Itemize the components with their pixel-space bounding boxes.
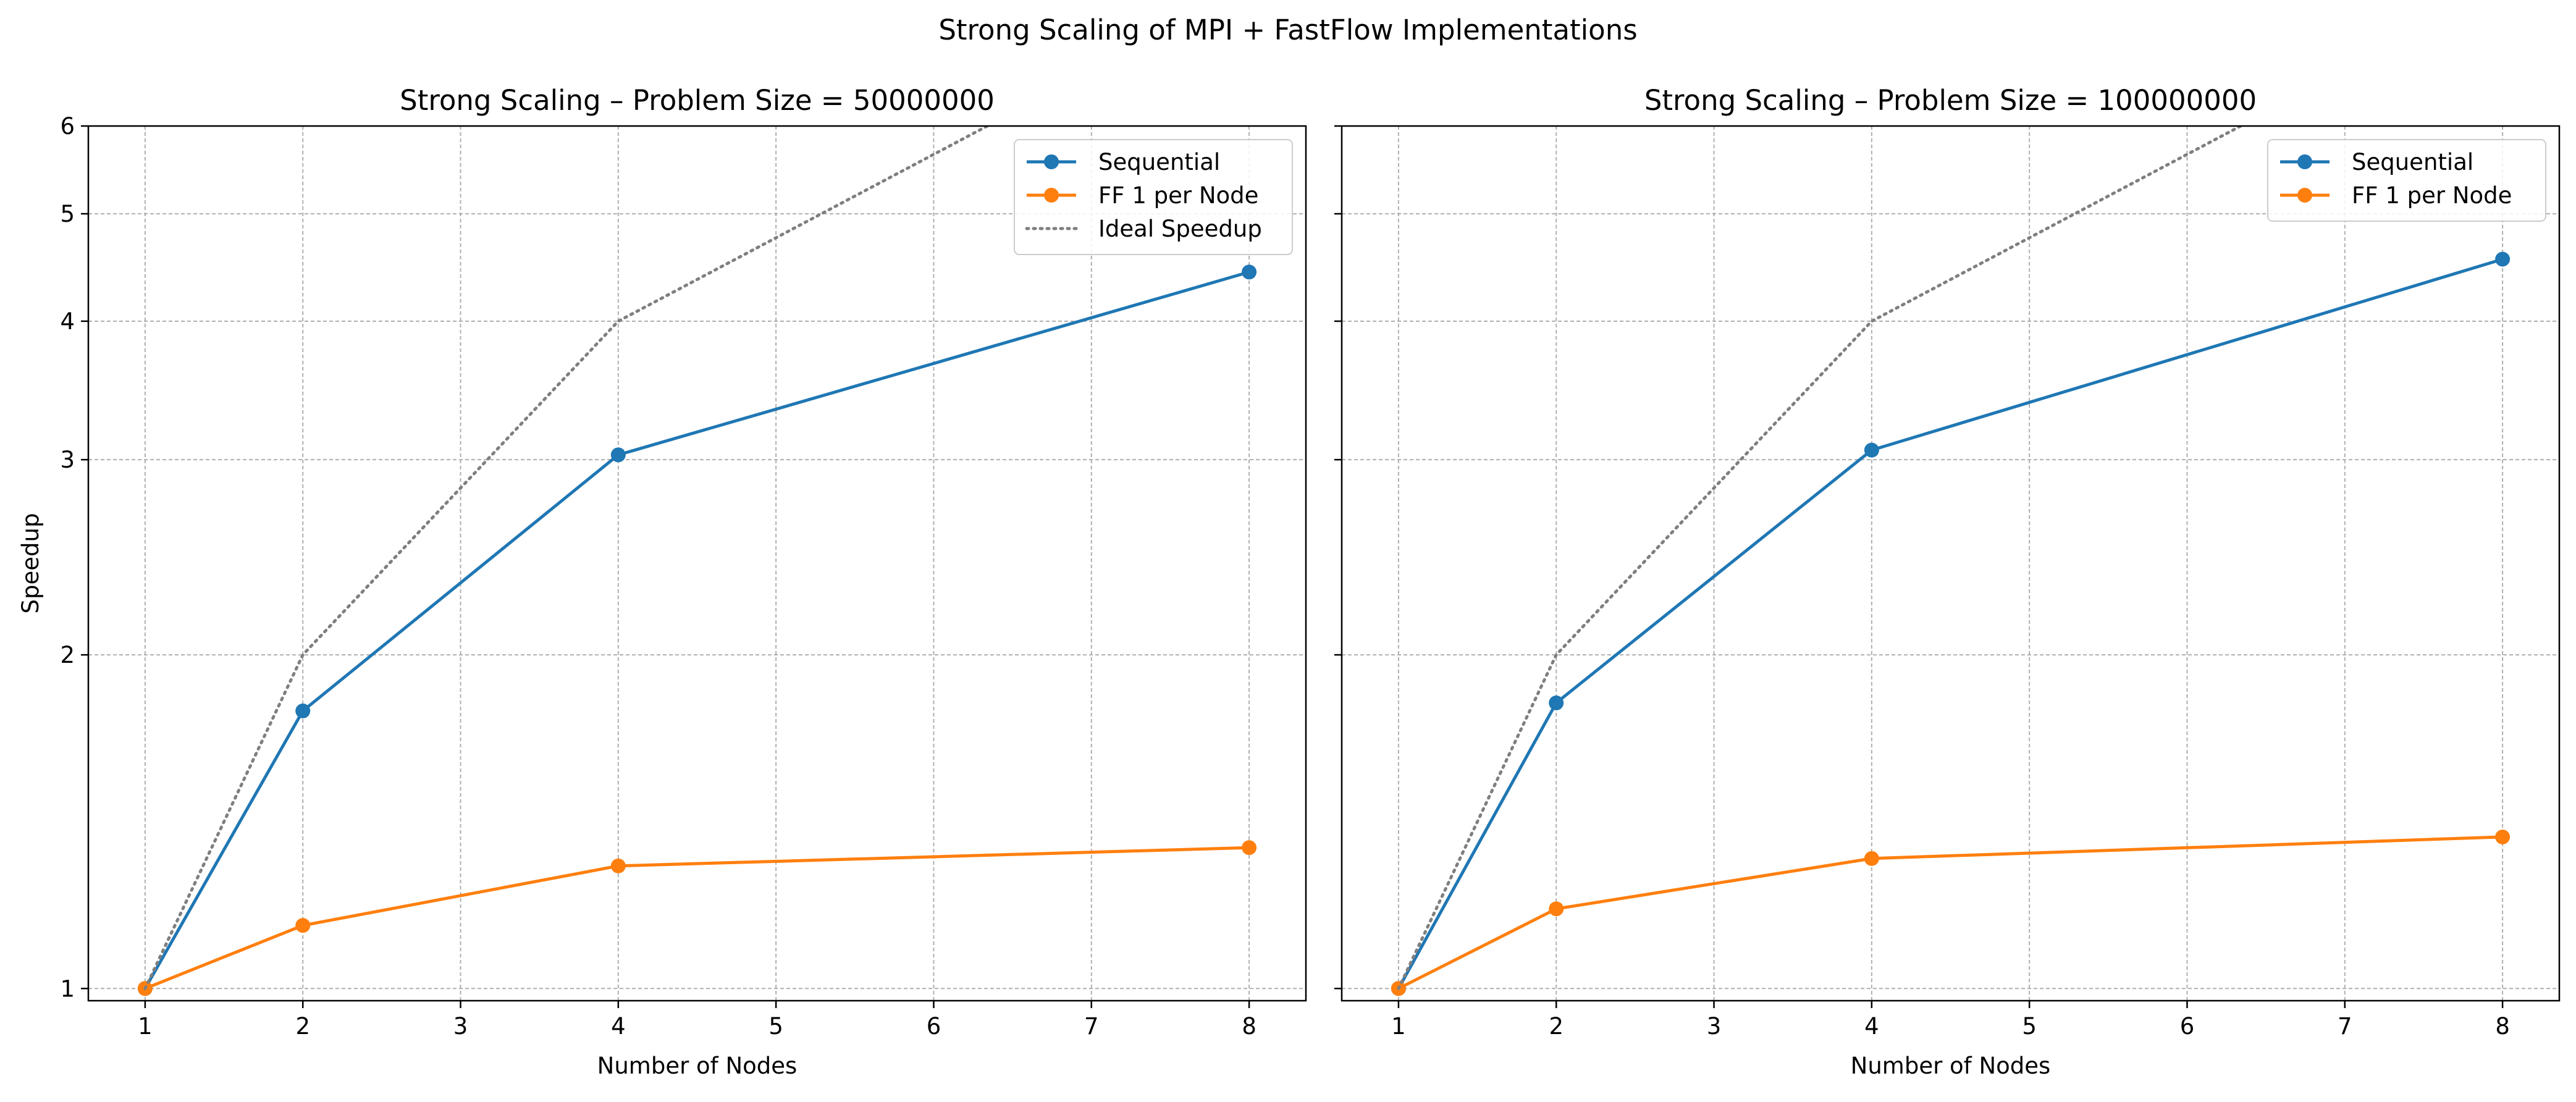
panel-1-xtick-label-6: 6 (927, 1013, 941, 1040)
panel-1-ff-1-per-node-point-8 (1242, 840, 1257, 856)
panel-2-sequential-point-2 (1549, 695, 1564, 710)
panel-1-ytick-label-4: 4 (60, 308, 75, 335)
panel-1-legend-ff-1-per-node-label: FF 1 per Node (1098, 182, 1258, 209)
panel-2-xtick-label-1: 1 (1391, 1013, 1406, 1040)
panel-1-xtick-label-5: 5 (768, 1013, 783, 1040)
panel-2-legend-sequential-marker (2297, 154, 2312, 169)
panel-1-legend: Sequential FF 1 per Node Ideal Speedup (1014, 139, 1293, 255)
panel-1-axes-frame (87, 125, 1307, 1002)
panel-1-ff-1-per-node-point-4 (610, 858, 626, 873)
panel-2-series-3-line (1397, 126, 2244, 990)
panel-1-sequential-point-2 (295, 703, 311, 718)
panel-2-sequential-line (1397, 258, 2503, 990)
panel-1-legend-sequential-label: Sequential (1098, 149, 1220, 175)
panel-2-title: Strong Scaling – Problem Size = 10000000… (1644, 84, 2257, 117)
panel-2-axes-frame (1341, 125, 2561, 1002)
panel-2-xtick-label-3: 3 (1707, 1013, 1722, 1040)
panel-1: 1 2 3 4 5 6 7 8 1 2 3 4 5 6 Strong Scaling – Problem S… (17, 84, 1307, 1079)
panel-1-ff-1-per-node-line (144, 846, 1250, 990)
panel-1-ytick-label-5: 5 (60, 201, 75, 227)
panel-2-xlabel: Number of Nodes (1851, 1053, 2051, 1079)
figure-title: Strong Scaling of MPI + FastFlow Impleme… (938, 14, 1637, 46)
panel-2-legend: Sequential FF 1 per Node (2267, 139, 2546, 222)
panel-2-xtick-label-8: 8 (2495, 1013, 2510, 1040)
panel-2-xtick-label-2: 2 (1549, 1013, 1564, 1040)
panel-2-legend-ff-1-per-node-label: FF 1 per Node (2352, 182, 2512, 209)
panel-1-legend-ff-1-per-node-marker (1044, 188, 1059, 203)
panel-1-ytick-label-3: 3 (60, 447, 75, 473)
panel-2: 1 2 3 4 5 6 7 8 Strong Scaling – Problem Size = … (1334, 84, 2561, 1079)
panel-1-ytick-label-1: 1 (60, 975, 75, 1002)
panel-2-legend-box (2267, 139, 2546, 222)
panel-1-ff-1-per-node-point-2 (295, 918, 311, 933)
panel-2-plot-area (1391, 126, 2511, 996)
panel-1-legend-box (1014, 139, 1293, 255)
panel-2-sequential-point-4 (1864, 442, 1879, 458)
panel-2-ff-1-per-node-point-4 (1864, 851, 1879, 866)
panel-1-ytick-label-6: 6 (60, 113, 75, 140)
panel-2-sequential-point-8 (2495, 251, 2511, 267)
panel-2-ff-1-per-node-point-8 (2495, 829, 2511, 844)
panel-1-title: Strong Scaling – Problem Size = 50000000 (400, 84, 995, 117)
panel-2-ff-1-per-node-line (1397, 835, 2503, 990)
panel-2-xtick-label-5: 5 (2022, 1013, 2037, 1040)
panel-1-xtick-label-2: 2 (295, 1013, 310, 1040)
panel-1-xtick-label-1: 1 (138, 1013, 153, 1040)
panel-1-xlabel: Number of Nodes (597, 1053, 798, 1079)
panel-1-xtick-label-4: 4 (611, 1013, 626, 1040)
panel-1-xtick-label-7: 7 (1084, 1013, 1099, 1040)
panel-1-plot-area (137, 126, 1257, 996)
panel-1-legend-ideal-speedup-label: Ideal Speedup (1098, 216, 1262, 242)
panel-2-ff-1-per-node-point-2 (1549, 901, 1564, 917)
panel-2-xtick-label-4: 4 (1864, 1013, 1879, 1040)
panel-1-sequential-point-8 (1242, 264, 1257, 280)
panel-1-sequential-line (143, 270, 1250, 990)
panel-1-ideal-speedup-line (143, 126, 991, 990)
panel-1-sequential-point-4 (610, 447, 626, 463)
panel-2-legend-ff-1-per-node-marker (2297, 188, 2312, 203)
panel-1-ylabel: Speedup (17, 513, 44, 614)
panel-1-xtick-label-8: 8 (1242, 1013, 1256, 1040)
panel-1-xtick-label-3: 3 (453, 1013, 468, 1040)
panel-2-xtick-label-6: 6 (2180, 1013, 2195, 1040)
panel-2-legend-sequential-label: Sequential (2352, 149, 2473, 175)
panel-1-ytick-label-2: 2 (60, 642, 75, 668)
panel-1-legend-sequential-marker (1044, 154, 1059, 169)
panel-2-xtick-label-7: 7 (2338, 1013, 2352, 1040)
